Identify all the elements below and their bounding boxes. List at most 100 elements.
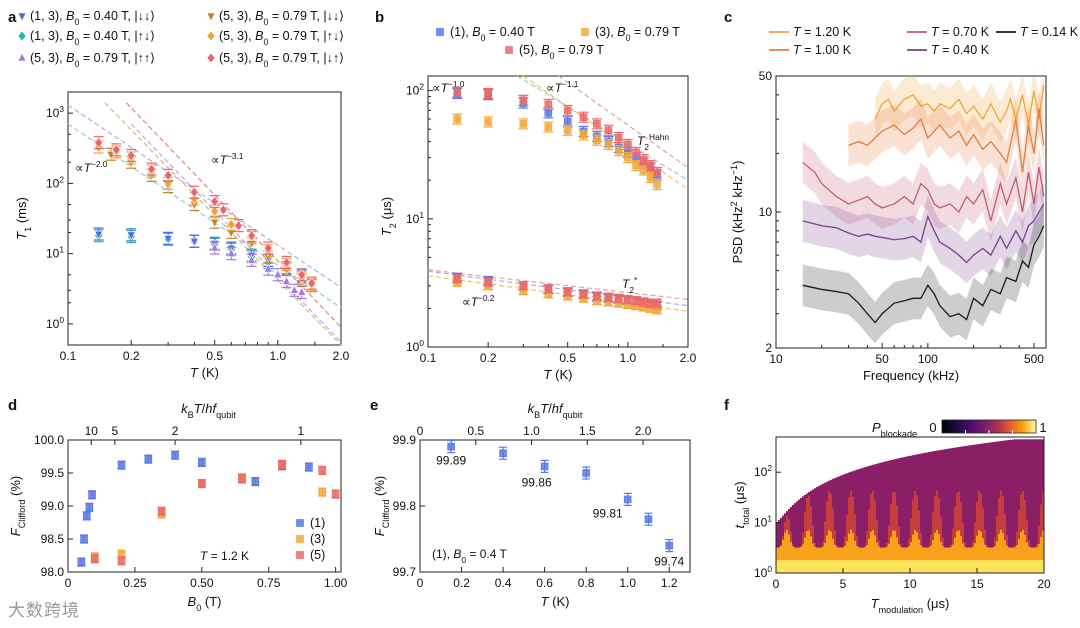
data-point — [307, 277, 317, 289]
heatmap-cell — [840, 560, 843, 573]
heatmap-cell — [782, 560, 785, 573]
heatmap-cell — [864, 547, 867, 573]
data-point — [544, 284, 553, 293]
heatmap-cell — [954, 537, 957, 573]
panel-letter: e — [370, 397, 378, 414]
heatmap-cell — [888, 560, 891, 573]
heatmap-cell — [802, 544, 805, 573]
heatmap-cell — [810, 536, 813, 573]
colorbar-label: Pblockade — [872, 420, 917, 439]
data-point — [106, 150, 116, 160]
data-point — [297, 269, 307, 281]
heatmap-cell — [858, 560, 861, 573]
heatmap-cell — [798, 560, 801, 573]
heatmap-cell — [968, 445, 971, 573]
heatmap-cell — [884, 560, 887, 573]
heatmap-cell — [866, 560, 869, 573]
heatmap-cell — [792, 546, 795, 573]
x-tick-label: 0.8 — [578, 576, 595, 590]
heatmap-cell — [928, 452, 931, 573]
heatmap-cell — [932, 540, 935, 573]
data-point — [453, 88, 462, 97]
heatmap-cell — [960, 560, 963, 573]
heatmap-cell — [1006, 545, 1009, 573]
heatmap-cell — [886, 461, 889, 573]
data-point — [563, 126, 572, 135]
legend-entry: (1, 3), B0 = 0.40 T, |↑↓⟩ — [30, 29, 155, 47]
heatmap-cell — [836, 547, 839, 573]
data-point — [544, 100, 553, 109]
heatmap-cell — [872, 530, 875, 573]
heatmap-cell — [852, 560, 855, 573]
data-point — [189, 193, 199, 205]
heatmap-cell — [1018, 439, 1021, 573]
heatmap-cell — [800, 560, 803, 573]
heatmap-cell — [816, 560, 819, 573]
heatmap-cell — [864, 560, 867, 573]
data-point — [117, 461, 126, 469]
heatmap-cell — [1038, 439, 1041, 573]
top-tick-label: 0.5 — [467, 424, 484, 438]
heatmap-cell — [836, 560, 839, 573]
heatmap-cell — [1022, 529, 1025, 573]
heatmap-cell — [860, 468, 863, 573]
legend-entry: (1) — [310, 516, 325, 530]
data-point — [579, 113, 588, 122]
data-point — [198, 458, 206, 467]
heatmap-cell — [900, 457, 903, 573]
heatmap-cell — [984, 560, 987, 573]
data-point — [88, 490, 96, 499]
heatmap-cell — [886, 546, 889, 573]
heatmap-cell — [780, 517, 783, 573]
heatmap-cell — [908, 456, 911, 573]
data-point — [297, 286, 307, 296]
heatmap-cell — [930, 560, 933, 573]
heatmap-cell — [842, 474, 845, 573]
x-tick-label: 1.0 — [619, 576, 636, 590]
heatmap-cell — [908, 546, 911, 573]
x-tick-label: 2.0 — [680, 351, 697, 365]
heatmap-cell — [1036, 439, 1039, 573]
heatmap-cell — [822, 483, 825, 573]
heatmap-cell — [970, 445, 973, 573]
legend-entry: (1, 3), B0 = 0.40 T, |↓↓⟩ — [30, 9, 155, 27]
data-point — [484, 89, 492, 98]
heatmap-cell — [1012, 439, 1015, 573]
heatmap-cell — [862, 560, 865, 573]
heatmap-cell — [1018, 560, 1021, 573]
heatmap-cell — [1014, 560, 1017, 573]
x-tick-label: 0.4 — [495, 576, 512, 590]
heatmap-cell — [976, 560, 979, 573]
data-point — [289, 284, 299, 294]
heatmap-cell — [784, 532, 787, 573]
y-tick-label: 100 — [46, 315, 64, 331]
data-label: 99.74 — [654, 555, 684, 569]
heatmap-cell — [830, 531, 833, 573]
panel-c: c T = 1.20 K T = 0.70 K T = 0.14 K T = 1.00 … — [724, 9, 1079, 383]
heatmap-cell — [864, 467, 867, 573]
heatmap-cell — [812, 543, 815, 573]
heatmap-cell — [996, 560, 999, 573]
heatmap-cell — [934, 532, 937, 573]
heatmap-cell — [1002, 560, 1005, 573]
legend-marker — [296, 551, 304, 559]
data-point — [318, 488, 327, 496]
heatmap-cell — [986, 442, 989, 573]
heatmap-cell — [942, 546, 945, 573]
data-point — [278, 460, 286, 469]
heatmap-cell — [1042, 560, 1044, 573]
x-tick-label: 0.5 — [206, 349, 223, 363]
colorbar-min: 0 — [929, 420, 936, 435]
x-tick-label: 0 — [417, 576, 424, 590]
data-point — [593, 292, 601, 300]
heatmap-cell — [908, 560, 911, 573]
heatmap-cell — [990, 560, 993, 573]
annotation: ∝T−0.2 — [462, 293, 495, 309]
heatmap-cell — [988, 560, 991, 573]
legend-marker — [296, 535, 304, 543]
y-tick-label: 99.5 — [41, 466, 65, 480]
data-point — [163, 235, 173, 245]
legend-entry: T = 1.20 K — [793, 25, 852, 39]
x-axis-label: Frequency (kHz) — [863, 368, 959, 383]
